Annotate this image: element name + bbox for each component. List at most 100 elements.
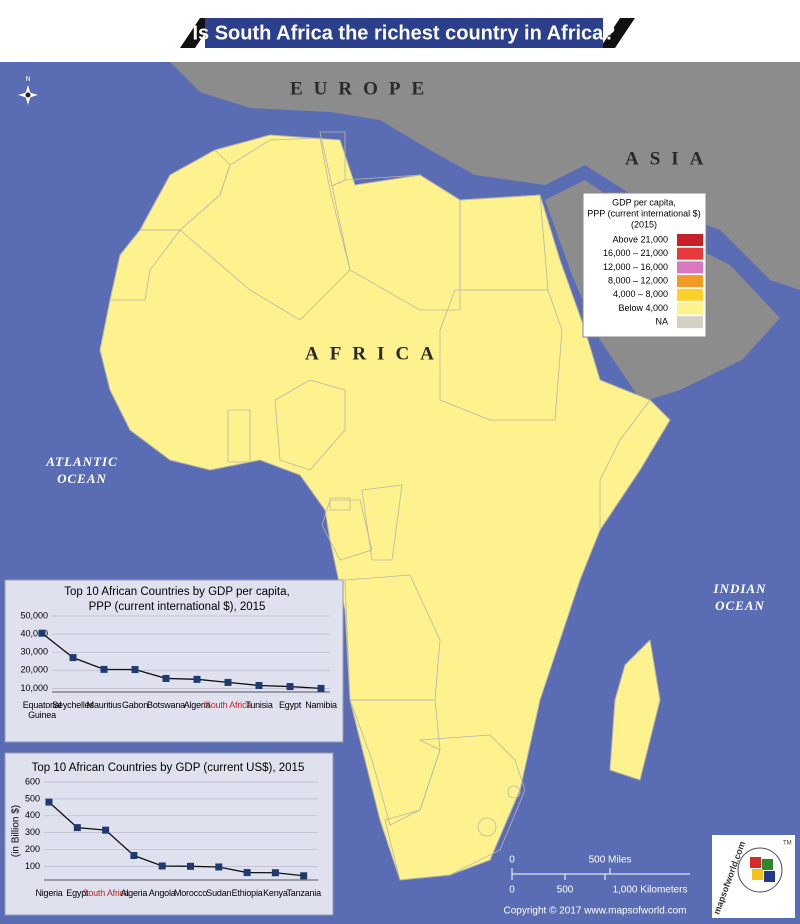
legend-label: Below 4,000	[618, 303, 668, 313]
x-tick-label: Algeria	[120, 888, 148, 898]
copyright: Copyright © 2017 www.mapsofworld.com	[504, 906, 687, 917]
angola	[344, 574, 441, 701]
x-tick-label-box: Kenya	[263, 888, 288, 898]
libya	[331, 174, 461, 311]
x-tick-label: South Africa	[204, 700, 252, 710]
y-tick-label: 50,000	[20, 610, 48, 620]
y-tick-label: 200	[25, 844, 40, 854]
region-label: ASIA	[625, 148, 714, 169]
algeria	[179, 137, 351, 321]
x-tick-label: Algeria	[183, 700, 211, 710]
chart-title: Top 10 African Countries by GDP (current…	[32, 762, 305, 774]
scale-label: 1,000 Kilometers	[612, 885, 687, 896]
stripe	[600, 18, 635, 48]
y-tick-label: 300	[25, 827, 40, 837]
legend-swatch	[677, 275, 703, 288]
legend: GDP per capita,PPP (current internationa…	[582, 192, 707, 338]
y-tick-label: 40,000	[20, 628, 48, 638]
point	[193, 675, 201, 683]
ocean-label: ATLANTIC	[45, 454, 118, 469]
south-africa	[384, 734, 526, 881]
line	[48, 801, 304, 877]
x-tick-label-box: Algeria	[183, 700, 211, 710]
chart-panel	[4, 752, 334, 916]
x-tick-label: South Africa	[82, 888, 129, 898]
x-tick-label: Botswana	[147, 700, 185, 710]
legend-label: NA	[655, 317, 668, 327]
ocean-label: OCEAN	[57, 471, 107, 486]
chart: Top 10 African Countries by GDP (current…	[4, 752, 334, 916]
x-tick-label-box: Egypt	[279, 700, 301, 710]
ocean-label: OCEAN	[715, 598, 765, 613]
x-tick-label: Angola	[148, 888, 176, 898]
y-tick-label: 400	[25, 810, 40, 820]
point	[224, 678, 232, 686]
x-tick-label-box: Mauritius	[86, 700, 122, 710]
point	[215, 863, 223, 871]
chart-title: Top 10 African Countries by GDP per capi…	[64, 586, 289, 598]
logo-tile	[762, 859, 773, 870]
logo-tile	[752, 869, 763, 880]
x-tick-label: Mauritius	[86, 700, 122, 710]
legend-swatch	[677, 234, 703, 246]
x-tick-label: Egypt	[66, 888, 89, 898]
x-tick-label: Ethiopia	[231, 888, 263, 898]
point	[102, 826, 110, 834]
scale-label: 0	[509, 885, 515, 896]
x-tick-label-box: Algeria	[120, 888, 148, 898]
madagascar	[609, 638, 661, 781]
x-tick-label-box: Sudan	[206, 888, 231, 898]
scale-bar: 0 500 Miles 0 500 1,000 Kilometers	[509, 855, 690, 896]
point	[255, 681, 263, 689]
point	[187, 862, 194, 870]
point	[158, 862, 166, 870]
x-tick-label-box: Nigeria	[35, 888, 62, 898]
x-tick-label-box: Seychelles	[52, 700, 94, 710]
x-tick-label-box: Tunisia	[245, 700, 273, 710]
x-tick-label-box: Egypt	[66, 888, 89, 898]
congo	[361, 484, 403, 561]
x-tick-label-box: Tanzania	[286, 888, 321, 898]
point	[73, 824, 81, 832]
x-tick-label: Gabon	[121, 700, 149, 710]
compass: N	[18, 76, 38, 105]
legend-title: PPP (current international $)	[587, 208, 700, 218]
legend-label: 4,000 – 8,000	[613, 289, 668, 299]
legend-label: 16,000 – 21,000	[603, 248, 668, 258]
point	[162, 674, 170, 682]
x-tick-label-box: Namibia	[305, 700, 337, 710]
x-tick-label-box: Gabon	[121, 700, 149, 710]
title-banner	[205, 18, 603, 48]
logo-tm: TM	[783, 841, 792, 847]
eurasia	[170, 62, 800, 290]
y-tick-label: 600	[25, 776, 40, 786]
y-tick-label: 30,000	[20, 647, 48, 657]
legend-label: 12,000 – 16,000	[603, 262, 668, 272]
x-tick-label: Equatorial Guinea	[22, 700, 62, 720]
x-tick-label: Tanzania	[286, 888, 321, 898]
legend-swatch	[677, 288, 703, 301]
legend-swatch	[677, 261, 703, 274]
line	[41, 632, 322, 690]
legend-swatch	[677, 302, 703, 315]
x-tick-label: Tunisia	[245, 700, 273, 710]
point	[131, 666, 139, 674]
x-tick-label-box: South Africa	[82, 888, 129, 898]
gabon	[321, 499, 373, 561]
compass-label: N	[25, 76, 30, 83]
point	[45, 798, 53, 806]
x-tick-label-box: Morocco	[174, 888, 207, 898]
page-title: Is South Africa the richest country in A…	[192, 22, 615, 44]
region-label: AFRICA	[305, 343, 445, 364]
x-tick-label: Namibia	[305, 700, 337, 710]
y-tick-label: 500	[25, 793, 40, 803]
x-tick-label-box: Equatorial Guinea	[22, 700, 62, 720]
point	[130, 852, 138, 859]
ocean-label: INDIAN	[713, 581, 767, 596]
chart: Top 10 African Countries by GDP per capi…	[4, 579, 344, 743]
point	[69, 654, 77, 662]
logo-globe	[737, 847, 783, 893]
logo: mapsofworld.com TM	[712, 835, 795, 918]
point	[286, 683, 294, 691]
